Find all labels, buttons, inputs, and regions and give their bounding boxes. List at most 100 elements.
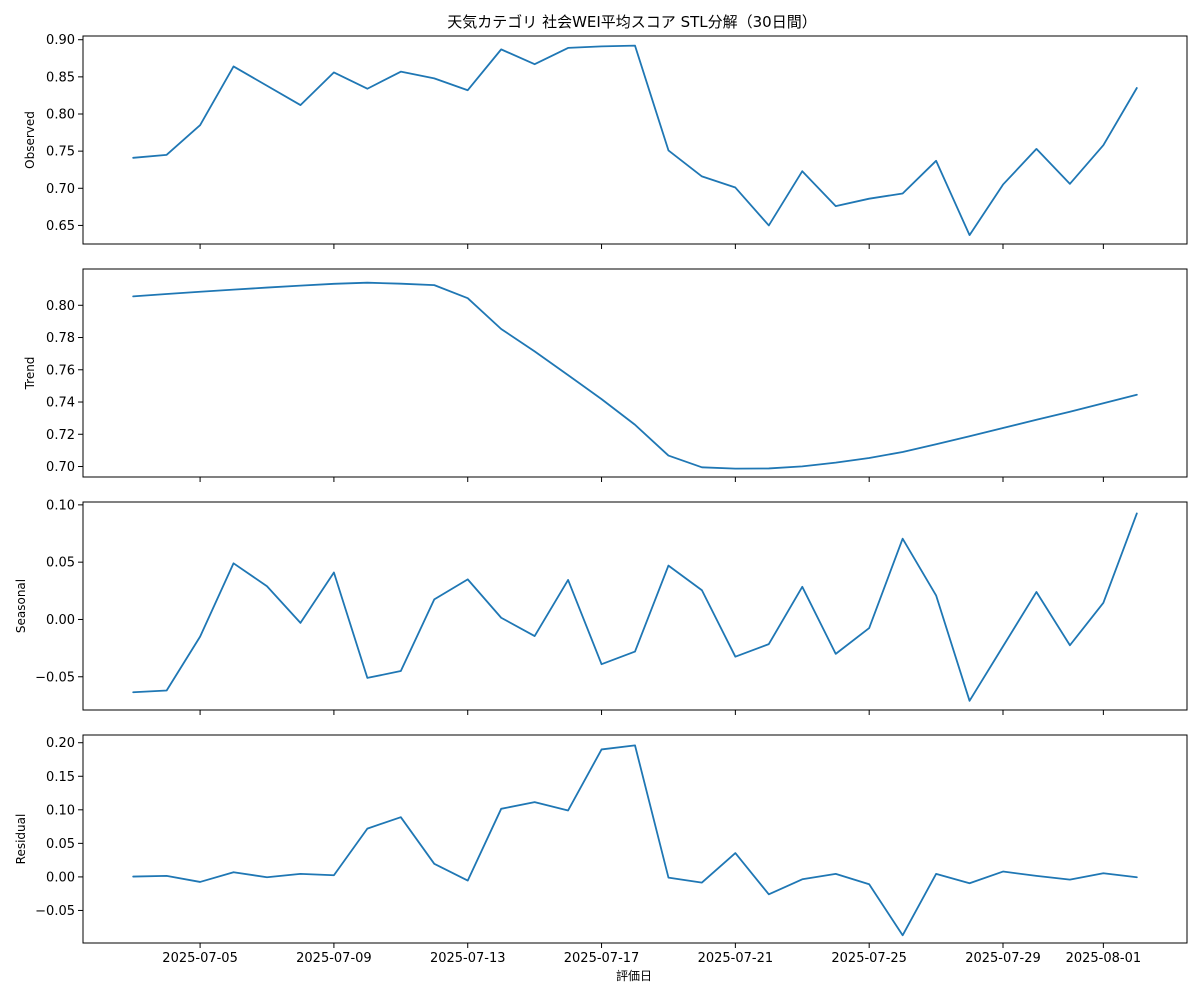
data-point xyxy=(1136,876,1138,878)
panel-trend: 0.70 0.72 0.74 0.76 0.78 0.80 Trend xyxy=(23,268,1188,482)
x-tick-label: 2025-07-09 xyxy=(296,951,372,966)
panel-residual: −0.05 0.00 0.05 0.10 0.15 0.20 2025-07-05 2025-… xyxy=(14,734,1188,966)
y-tick-label: 0.85 xyxy=(46,70,75,85)
x-tick-label: 2025-07-05 xyxy=(162,951,238,966)
data-point xyxy=(701,175,703,177)
y-tick-label: 0.74 xyxy=(46,396,75,411)
data-point xyxy=(165,293,167,295)
figure-title: 天気カテゴリ 社会WEI平均スコア STL分解（30日間） xyxy=(447,13,816,31)
y-axis-label: Residual xyxy=(14,814,28,865)
panel-seasonal: −0.05 0.00 0.05 0.10 Seasonal xyxy=(14,498,1188,715)
panel-observed: 0.65 0.70 0.75 0.80 0.85 0.90 Observed xyxy=(23,33,1188,249)
data-point xyxy=(868,197,870,199)
data-point xyxy=(299,104,301,106)
data-point xyxy=(901,192,903,194)
y-tick-label: 0.00 xyxy=(46,613,75,628)
data-point xyxy=(232,871,234,873)
data-point xyxy=(132,875,134,877)
data-point xyxy=(1035,591,1037,593)
data-point xyxy=(734,186,736,188)
y-tick-label: 0.05 xyxy=(46,837,75,852)
data-point xyxy=(1069,410,1071,412)
y-axis-label: Seasonal xyxy=(14,579,28,633)
y-tick-label: 0.70 xyxy=(46,182,75,197)
data-point xyxy=(165,689,167,691)
data-point xyxy=(533,63,535,65)
data-point xyxy=(935,594,937,596)
y-tick-label: 0.05 xyxy=(46,556,75,571)
data-point xyxy=(366,677,368,679)
data-point xyxy=(1069,878,1071,880)
y-axis-label: Observed xyxy=(23,111,37,169)
y-tick-label: 0.90 xyxy=(46,33,75,48)
data-point xyxy=(1136,394,1138,396)
data-point xyxy=(333,874,335,876)
data-point xyxy=(1035,148,1037,150)
panels: 0.65 0.70 0.75 0.80 0.85 0.90 Observed 0.70 0.72… xyxy=(14,33,1188,966)
y-tick-label: 0.15 xyxy=(46,770,75,785)
data-point xyxy=(835,873,837,875)
data-point xyxy=(768,224,770,226)
data-point xyxy=(667,876,669,878)
data-point xyxy=(467,89,469,91)
data-point xyxy=(667,454,669,456)
data-point xyxy=(132,157,134,159)
data-point xyxy=(1069,183,1071,185)
data-point xyxy=(701,881,703,883)
data-point xyxy=(667,564,669,566)
data-point xyxy=(634,744,636,746)
series-line xyxy=(132,512,1138,702)
y-tick-label: −0.05 xyxy=(35,670,75,685)
data-point xyxy=(634,424,636,426)
data-point xyxy=(433,863,435,865)
data-point xyxy=(165,154,167,156)
y-tick-label: 0.80 xyxy=(46,108,75,123)
data-point xyxy=(901,934,903,936)
data-point xyxy=(768,893,770,895)
data-point xyxy=(1035,875,1037,877)
data-point xyxy=(533,801,535,803)
data-point xyxy=(701,466,703,468)
data-point xyxy=(533,350,535,352)
data-point xyxy=(567,579,569,581)
data-point xyxy=(199,881,201,883)
data-point xyxy=(634,44,636,46)
data-point xyxy=(835,653,837,655)
data-point xyxy=(500,617,502,619)
y-tick-label: −0.05 xyxy=(35,904,75,919)
data-point xyxy=(567,374,569,376)
y-axis-label: Trend xyxy=(23,357,37,391)
data-point xyxy=(232,65,234,67)
data-point xyxy=(400,670,402,672)
data-point xyxy=(567,47,569,49)
y-tick-label: 0.00 xyxy=(46,870,75,885)
series-line xyxy=(132,281,1138,470)
data-point xyxy=(600,45,602,47)
data-point xyxy=(1069,644,1071,646)
data-point xyxy=(333,71,335,73)
x-tick-label: 2025-07-13 xyxy=(430,951,506,966)
data-point xyxy=(600,663,602,665)
data-point xyxy=(868,627,870,629)
y-tick-label: 0.70 xyxy=(46,460,75,475)
data-point xyxy=(1002,427,1004,429)
data-point xyxy=(835,205,837,207)
data-point xyxy=(266,585,268,587)
data-point xyxy=(299,873,301,875)
data-point xyxy=(500,328,502,330)
series-line xyxy=(132,744,1138,937)
data-point xyxy=(1102,402,1104,404)
y-tick-label: 0.75 xyxy=(46,145,75,160)
data-point xyxy=(199,635,201,637)
x-tick-label: 2025-07-21 xyxy=(698,951,774,966)
data-point xyxy=(500,48,502,50)
data-point xyxy=(768,643,770,645)
data-point xyxy=(634,650,636,652)
data-point xyxy=(801,170,803,172)
data-point xyxy=(1102,872,1104,874)
data-point xyxy=(600,398,602,400)
data-point xyxy=(299,284,301,286)
data-point xyxy=(600,748,602,750)
y-tick-label: 0.20 xyxy=(46,736,75,751)
